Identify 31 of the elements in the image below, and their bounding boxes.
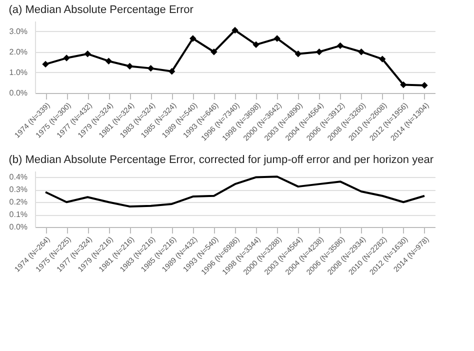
y-tick-label: 0.1% bbox=[9, 210, 28, 220]
y-tick-label: 0.0% bbox=[9, 88, 28, 98]
y-tick-label: 0.0% bbox=[9, 222, 28, 232]
point bbox=[252, 41, 260, 48]
point bbox=[126, 62, 134, 70]
point bbox=[232, 26, 238, 34]
point bbox=[400, 81, 407, 88]
point bbox=[105, 58, 112, 64]
point bbox=[147, 64, 154, 72]
line-series bbox=[44, 176, 426, 208]
point bbox=[358, 48, 365, 56]
point bbox=[421, 82, 428, 89]
y-tick-label: 3.0% bbox=[9, 26, 28, 36]
point bbox=[316, 48, 323, 56]
y-tick-label: 2.0% bbox=[9, 47, 28, 56]
y-tick-label: 0.3% bbox=[9, 185, 28, 194]
y-tick-label: 0.4% bbox=[9, 172, 28, 182]
point bbox=[84, 50, 91, 58]
chart-title: (b) Median Absolute Percentage Error, corrected for jump-off error and per horizon year bbox=[8, 154, 434, 166]
point bbox=[42, 60, 49, 68]
y-tick-label: 1.0% bbox=[9, 68, 28, 77]
y-tick-label: 0.2% bbox=[9, 198, 28, 207]
point bbox=[336, 42, 344, 50]
point bbox=[274, 35, 280, 42]
point bbox=[168, 68, 176, 75]
chart-title: (a) Median Absolute Percentage Error bbox=[8, 4, 194, 16]
point bbox=[210, 48, 218, 56]
point bbox=[190, 35, 196, 42]
point bbox=[294, 50, 302, 58]
point bbox=[379, 56, 386, 62]
point bbox=[63, 54, 70, 62]
